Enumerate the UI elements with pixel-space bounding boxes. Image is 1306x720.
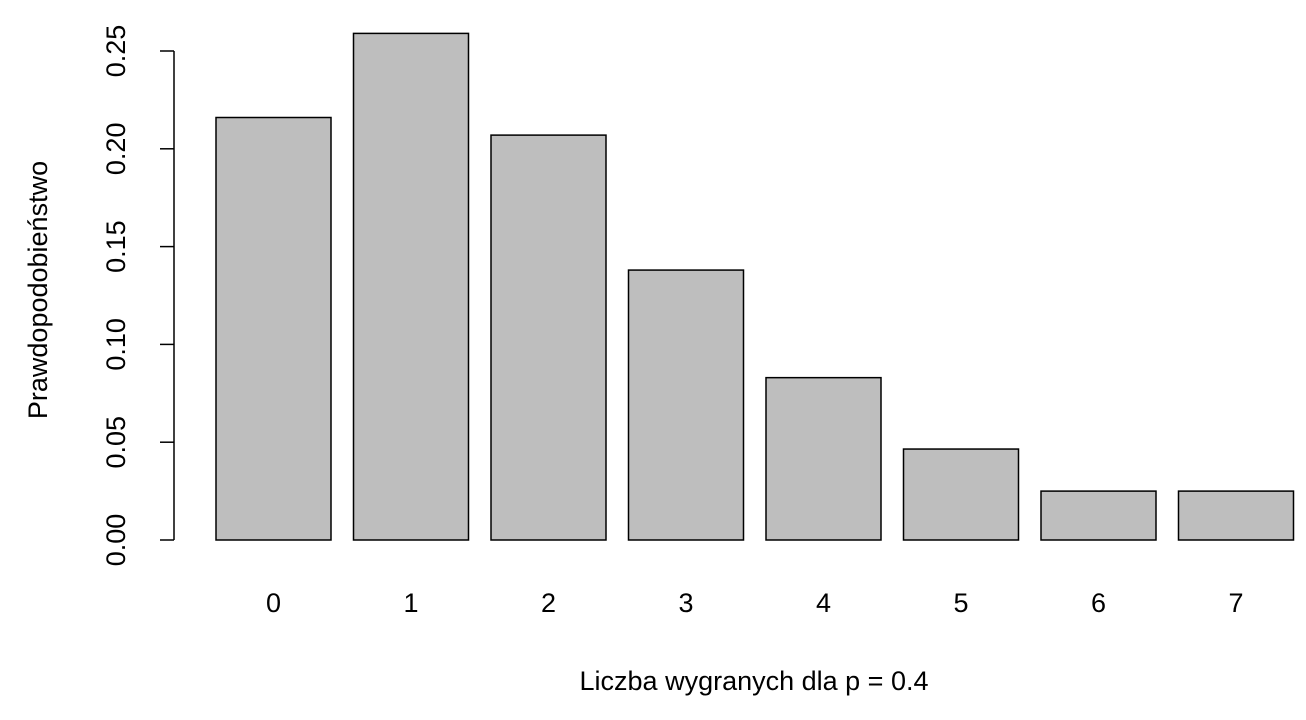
bar — [490, 134, 607, 541]
x-tick-label: 6 — [1091, 588, 1106, 618]
y-axis-label: Prawdopodobieństwo — [23, 161, 53, 419]
y-tick-label: 0.15 — [101, 220, 131, 273]
y-tick-label: 0.10 — [101, 318, 131, 371]
x-tick-label: 5 — [953, 588, 968, 618]
bar — [627, 269, 745, 541]
x-tick-label: 1 — [403, 588, 418, 618]
y-tick-label: 0.05 — [101, 416, 131, 469]
bar — [1040, 490, 1157, 541]
y-tick-label: 0.00 — [101, 514, 131, 567]
bar — [765, 376, 882, 541]
x-tick-label: 3 — [678, 588, 693, 618]
bar — [902, 448, 1020, 541]
bar — [352, 32, 470, 541]
x-tick-label: 2 — [541, 588, 556, 618]
bar — [215, 116, 332, 541]
x-tick-label: 4 — [816, 588, 831, 618]
x-axis-label: Liczba wygranych dla p = 0.4 — [580, 666, 929, 696]
x-tick-label: 0 — [266, 588, 281, 618]
y-tick-label: 0.25 — [101, 25, 131, 78]
y-tick-label: 0.20 — [101, 123, 131, 176]
x-tick-label: 7 — [1228, 588, 1243, 618]
bar — [1177, 490, 1295, 541]
